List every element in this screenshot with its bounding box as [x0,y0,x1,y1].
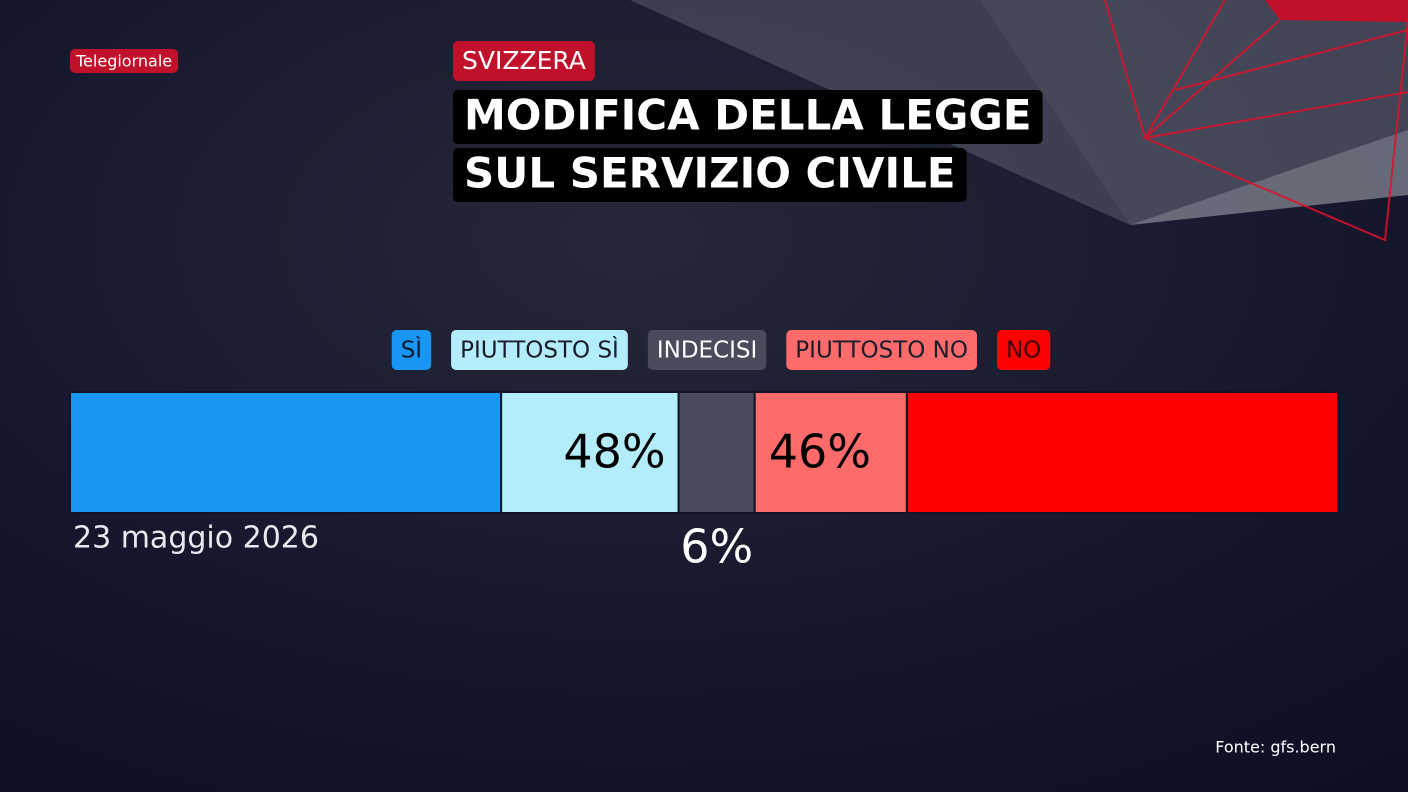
legend-item: INDECISI [647,330,767,370]
kicker-group: SVIZZERA [453,41,595,81]
legend-item: PIUTTOSTO NO [786,330,977,370]
brand-box [70,49,179,73]
value-label: 48% [563,425,665,479]
legend-label: SÌ [401,336,422,364]
brand: Telegiornale [75,52,172,71]
chart-title-box [453,90,1043,144]
value-label: 6% [680,520,753,574]
bar-segment [905,391,1339,514]
legend-label: INDECISI [657,338,757,364]
legend-item: PIUTTOSTO SÌ [451,330,628,370]
date-label: 23 maggio 2026 [73,521,319,556]
chart-title: SUL SERVIZIO CIVILE [464,149,956,198]
chart-title: MODIFICA DELLA LEGGE [464,91,1032,140]
value-label: 46% [769,425,871,479]
bar-segment [500,391,680,514]
legend-swatch [786,330,977,370]
legend-item: NO [996,330,1051,370]
bar-segment [677,391,756,514]
legend-label: PIUTTOSTO SÌ [460,336,619,364]
legend-item: SÌ [391,330,432,370]
legend-swatch [996,330,1051,370]
bar-segment [753,391,908,514]
brand-group: Telegiornale [70,49,179,73]
bar-segment [69,391,503,514]
legend-swatch [451,330,628,370]
source: Fonte: gfs.bern [1215,738,1336,757]
legend-swatch [391,330,432,370]
chart-title-box [453,148,967,202]
kicker: SVIZZERA [462,46,586,75]
legend-swatch [647,330,767,370]
legend-label: NO [1006,338,1041,364]
chart-title-group: MODIFICA DELLA LEGGE [453,90,1043,144]
kicker-box [453,41,595,81]
chart-title-group: SUL SERVIZIO CIVILE [453,148,967,202]
legend-label: PIUTTOSTO NO [795,338,968,364]
